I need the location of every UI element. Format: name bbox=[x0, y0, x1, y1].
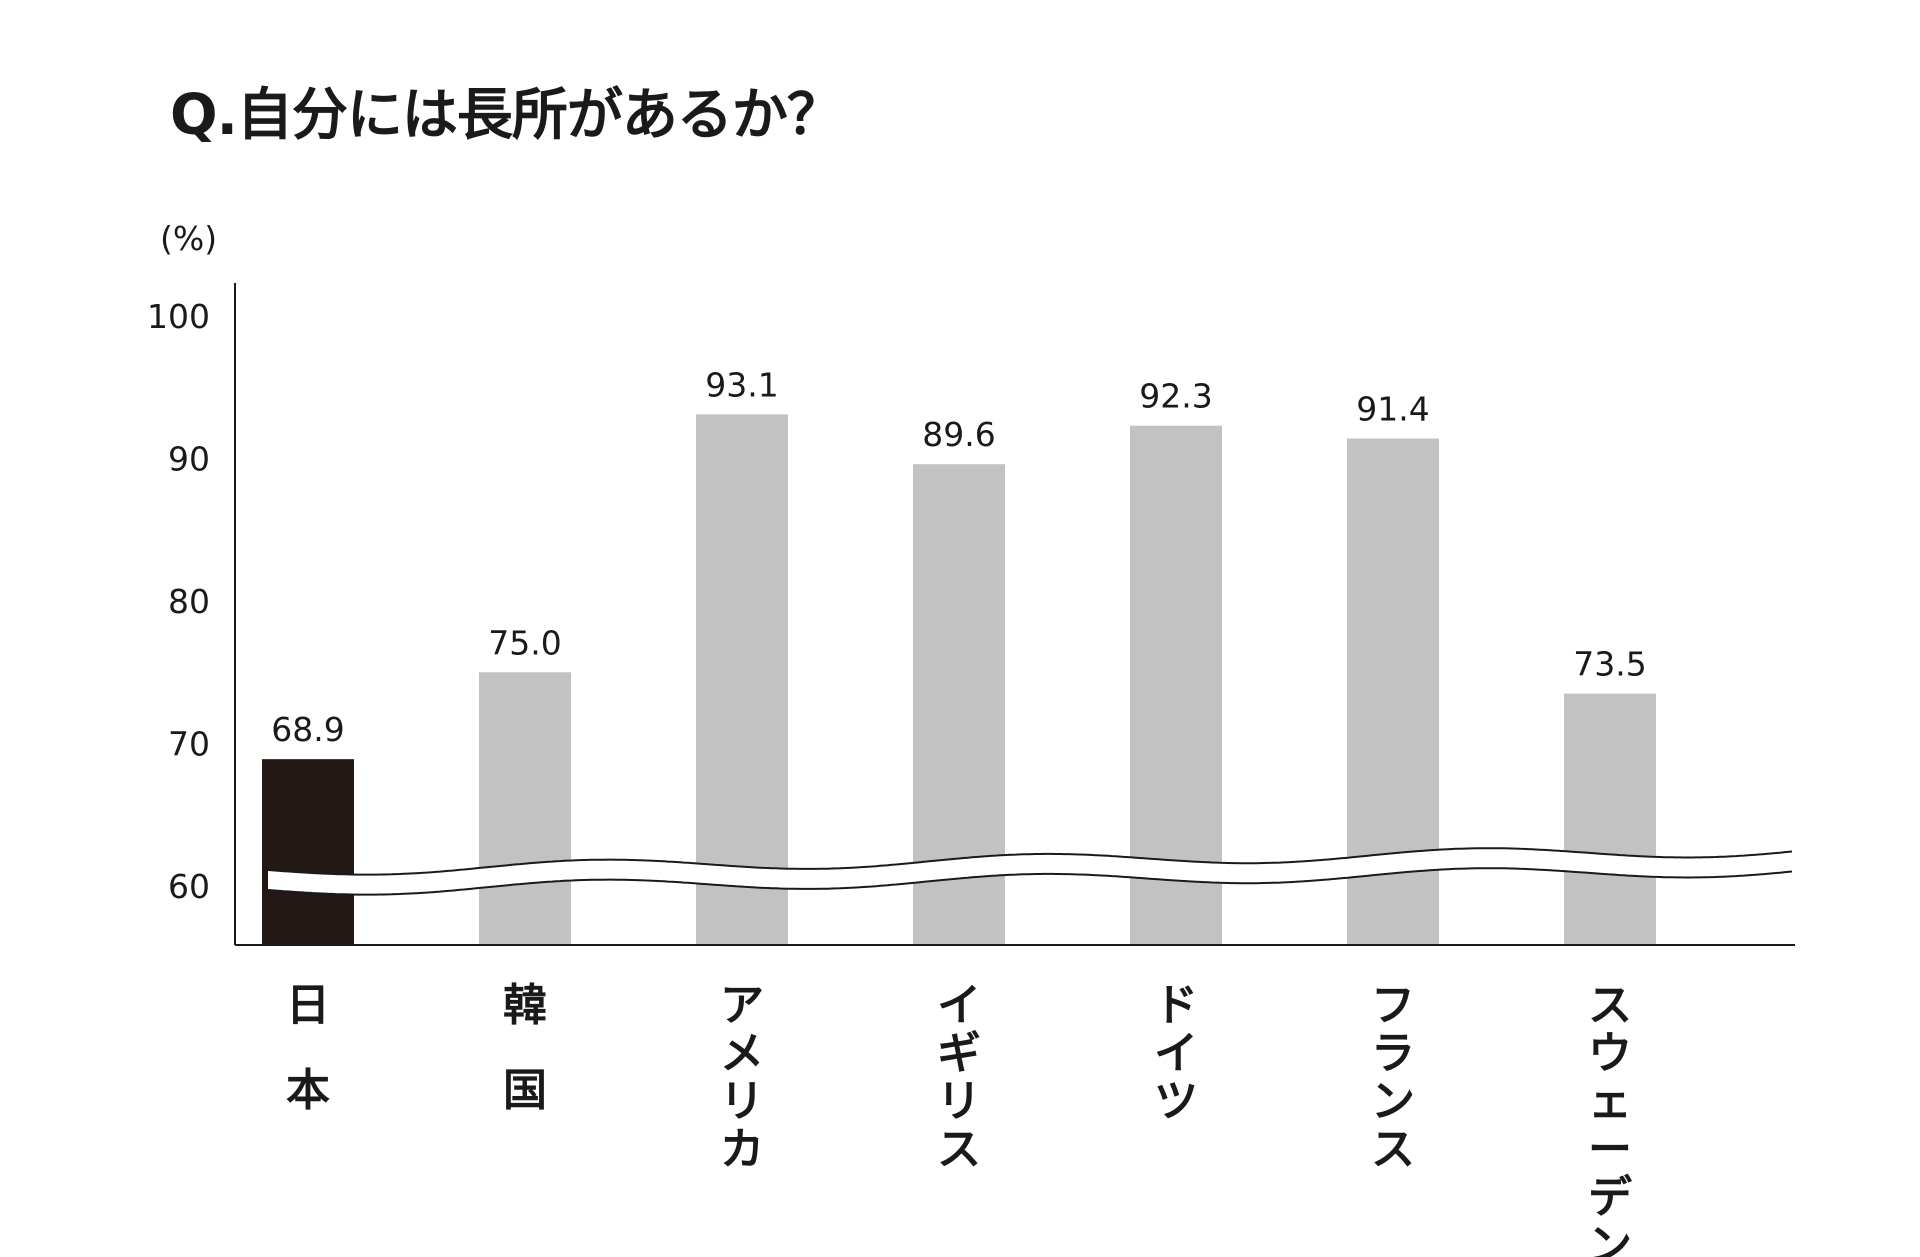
category-label-char: ラ bbox=[1371, 1028, 1415, 1079]
category-label-char: メ bbox=[720, 1028, 764, 1079]
bar bbox=[696, 414, 788, 945]
data-label: 89.6 bbox=[922, 415, 995, 454]
category-label-char: 国 bbox=[503, 1065, 547, 1116]
category-label-char: ス bbox=[1371, 1124, 1415, 1175]
bar bbox=[479, 672, 571, 945]
page-title: Q.自分には長所があるか？ bbox=[170, 83, 843, 148]
category-label-char: ー bbox=[1588, 1124, 1632, 1175]
category-label-char: ス bbox=[937, 1124, 981, 1175]
category-label-char: リ bbox=[720, 1076, 764, 1127]
category-label-char: イ bbox=[937, 980, 981, 1031]
y-tick-label: 100 bbox=[147, 297, 210, 336]
category-label-char: ア bbox=[720, 980, 764, 1031]
category-label-char: ツ bbox=[1154, 1076, 1198, 1127]
y-tick-label: 80 bbox=[168, 582, 210, 621]
category-label-char: ン bbox=[1588, 1220, 1632, 1257]
category-label-char: 韓 bbox=[503, 980, 547, 1031]
y-axis-unit-label: (%) bbox=[160, 219, 217, 258]
data-label: 75.0 bbox=[488, 623, 561, 662]
category-label-char: 本 bbox=[286, 1065, 330, 1116]
data-label: 91.4 bbox=[1356, 390, 1429, 429]
axis-break-line bbox=[267, 847, 1793, 876]
y-tick-label: 70 bbox=[168, 725, 210, 764]
axis-break-mark bbox=[267, 847, 1793, 896]
category-label-char: ス bbox=[1588, 980, 1632, 1031]
axis-break-band bbox=[268, 848, 1792, 895]
data-label: 92.3 bbox=[1139, 377, 1212, 416]
value-labels: 68.9 75.0 93.1 89.6 92.3 91.4 73.5 bbox=[271, 365, 1646, 749]
category-label-char: デ bbox=[1588, 1172, 1633, 1223]
bar bbox=[1564, 693, 1656, 945]
data-label: 93.1 bbox=[705, 365, 778, 404]
data-label: 73.5 bbox=[1573, 645, 1646, 684]
category-label-char: 日 bbox=[286, 980, 330, 1031]
y-tick-label: 60 bbox=[168, 867, 210, 906]
category-label-char: ン bbox=[1371, 1076, 1415, 1127]
bar bbox=[262, 759, 354, 945]
category-label-char: イ bbox=[1154, 1028, 1198, 1079]
category-label: 日本 bbox=[286, 980, 330, 1116]
category-label-char: ギ bbox=[937, 1028, 981, 1079]
category-label: 韓国 bbox=[503, 980, 547, 1116]
category-label-char: フ bbox=[1371, 980, 1415, 1031]
y-axis-ticks: 100 90 80 70 60 bbox=[147, 297, 210, 906]
axis-break-line bbox=[267, 867, 1793, 896]
category-label-char: ド bbox=[1154, 980, 1198, 1031]
data-label: 68.9 bbox=[271, 710, 344, 749]
category-label-char: ウ bbox=[1588, 1028, 1632, 1079]
category-label-char: リ bbox=[937, 1076, 981, 1127]
y-tick-label: 90 bbox=[168, 440, 210, 479]
category-label: ドイツ bbox=[1154, 980, 1198, 1127]
category-label-char: ェ bbox=[1588, 1076, 1632, 1127]
category-label-char: カ bbox=[720, 1124, 764, 1175]
